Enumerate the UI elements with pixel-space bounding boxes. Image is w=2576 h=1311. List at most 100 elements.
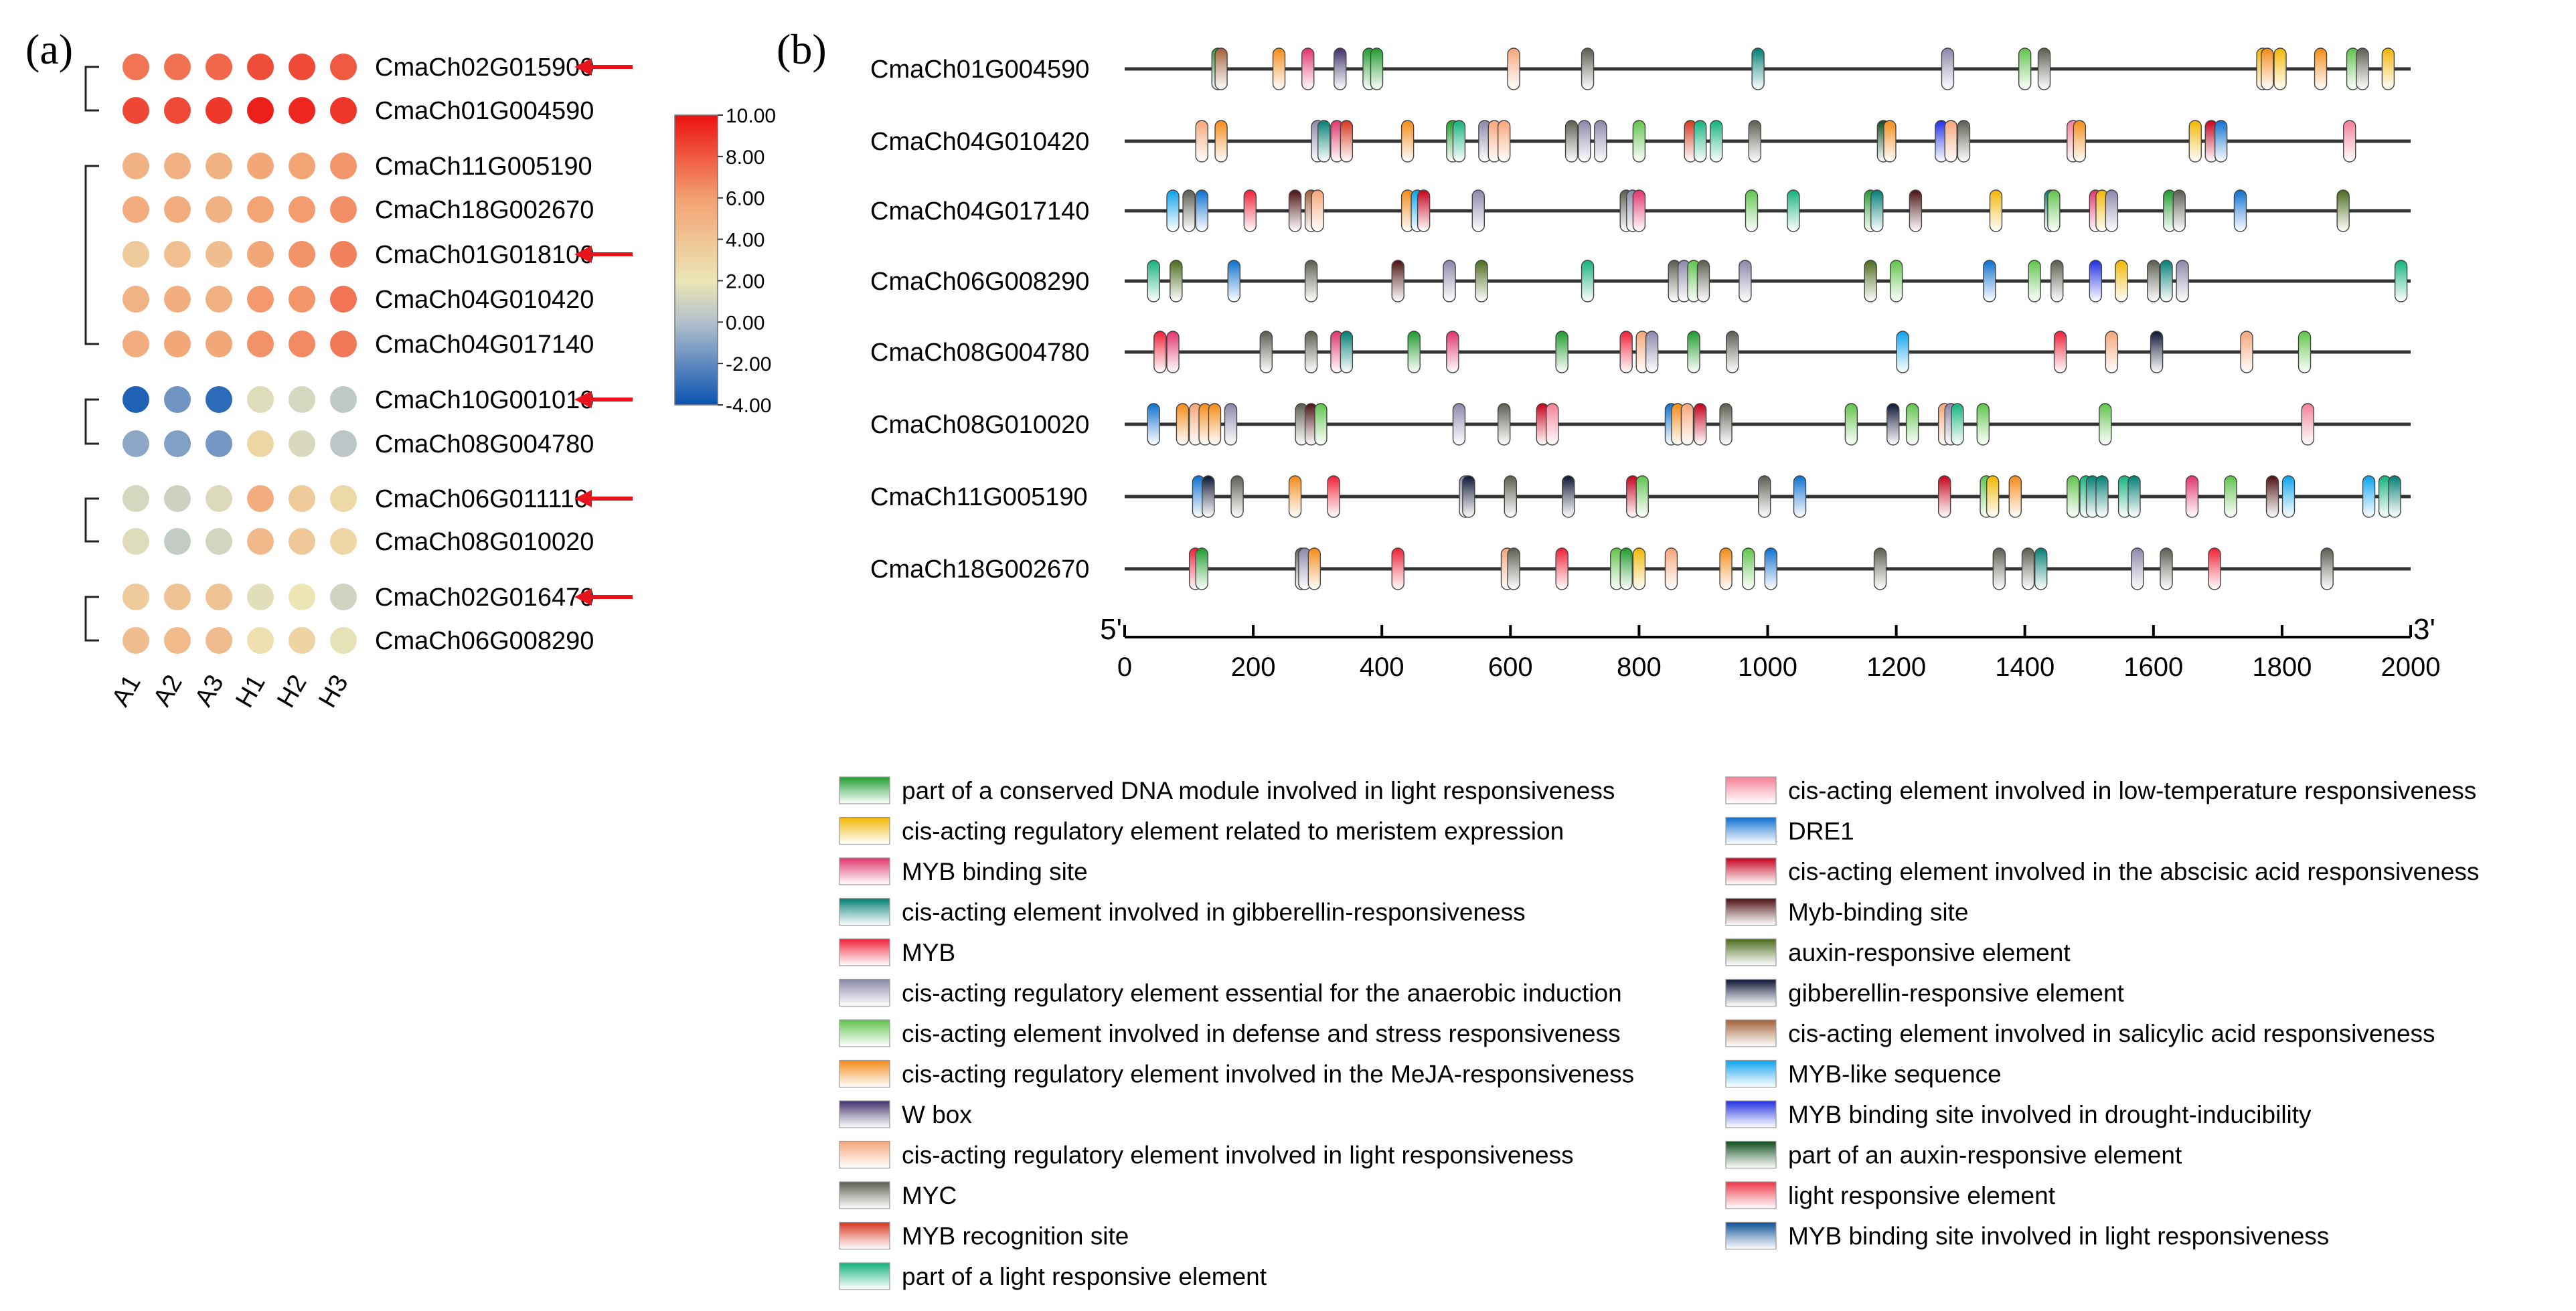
heatmap-cell-CmaCh01G018100-H3 xyxy=(330,241,357,268)
track-label-CmaCh04G010420: CmaCh04G010420 xyxy=(870,128,1089,156)
element-marker-cis-acting-regulatory-element-essential-for-the-anaerobic-induction xyxy=(2105,189,2119,232)
legend-swatch xyxy=(839,897,890,926)
legend-item: light responsive element xyxy=(1725,1181,2056,1209)
legend-item: Myb-binding site xyxy=(1725,897,1968,926)
element-marker-part-of-a-light-responsive-element xyxy=(2394,260,2408,302)
element-marker-cis-acting-regulatory-element-involved-in-light-responsiveness xyxy=(2240,331,2253,373)
gene-label-CmaCh04G010420: CmaCh04G010420 xyxy=(375,286,594,314)
element-marker-dre1 xyxy=(1764,547,1778,590)
red-arrow-head xyxy=(574,58,592,76)
x-tick-label-1200: 1200 xyxy=(1866,652,1926,682)
legend-item: cis-acting regulatory element related to… xyxy=(839,816,1564,845)
heatmap-cell-CmaCh02G015900-A1 xyxy=(123,54,149,80)
heatmap-cell-CmaCh08G004780-H1 xyxy=(247,430,274,457)
legend-label: cis-acting regulatory element involved i… xyxy=(902,1142,1574,1169)
element-marker-myc xyxy=(1304,331,1318,373)
element-marker-cis-acting-element-involved-in-defense-and-stress-responsiveness xyxy=(2067,475,2080,518)
sample-label-A2: A2 xyxy=(148,671,188,711)
legend-label: part of a conserved DNA module involved … xyxy=(902,777,1615,804)
red-arrow-icon xyxy=(574,490,633,507)
heatmap-cell-CmaCh06G008290-H3 xyxy=(330,627,357,654)
element-marker-cis-acting-element-involved-in-gibberellin-responsiveness xyxy=(2388,475,2401,518)
colorbar-tick-label-6: -2.00 xyxy=(726,353,771,375)
red-arrow-head xyxy=(574,490,592,507)
heatmap-cell-CmaCh04G010420-A3 xyxy=(206,286,232,313)
heatmap-cell-CmaCh06G011110-A1 xyxy=(123,485,149,512)
legend-label: MYB-like sequence xyxy=(1788,1061,2002,1088)
element-marker-myb-binding-site xyxy=(1166,331,1180,373)
element-marker-dre1 xyxy=(1983,260,1996,302)
element-marker-cis-acting-regulatory-element-related-to-meristem-expression xyxy=(2188,120,2202,163)
x-tick-label-2000: 2000 xyxy=(2381,652,2441,682)
red-arrow-icon xyxy=(574,588,633,606)
heatmap-cell-CmaCh18G002670-A1 xyxy=(123,196,149,223)
heatmap-cell-CmaCh08G004780-H2 xyxy=(289,430,315,457)
legend-swatch xyxy=(1725,978,1777,1007)
heatmap-cell-CmaCh02G016470-H1 xyxy=(247,584,274,610)
x-tick-label-0: 0 xyxy=(1117,652,1132,682)
heatmap-cell-CmaCh08G010020-A3 xyxy=(206,528,232,555)
legend-swatch xyxy=(839,938,890,966)
element-marker-cis-acting-element-involved-in-the-abscisic-acid-responsiveness xyxy=(1937,475,1951,518)
legend-swatch xyxy=(1725,776,1777,804)
heatmap-cell-CmaCh04G017140-A3 xyxy=(206,331,232,357)
heatmap-cell-CmaCh02G016470-H2 xyxy=(289,584,315,610)
track-CmaCh18G002670: CmaCh18G002670 xyxy=(870,547,2411,590)
legend-label: gibberellin-responsive element xyxy=(1788,980,2125,1007)
element-marker-gibberellin-responsive-element xyxy=(1202,475,1215,518)
legend-label: part of an auxin-responsive element xyxy=(1788,1142,2182,1169)
element-marker-cis-acting-regulatory-element-involved-in-light-responsiveness xyxy=(1195,120,1208,163)
element-marker-part-of-a-conserved-dna-module-involved-in-light-responsiveness xyxy=(1619,547,1633,590)
heatmap-cell-CmaCh06G008290-A2 xyxy=(164,627,191,654)
element-marker-cis-acting-element-involved-in-defense-and-stress-responsiveness xyxy=(1889,260,1903,302)
x-tick-label-200: 200 xyxy=(1231,652,1276,682)
track-label-CmaCh08G004780: CmaCh08G004780 xyxy=(870,339,1089,367)
element-marker-myc xyxy=(2172,189,2186,232)
panel-a-heatmap: (a) CmaCh02G015900 CmaCh01G004590 CmaCh11G0… xyxy=(25,25,776,713)
heatmap-cell-CmaCh06G011110-A3 xyxy=(206,485,232,512)
element-marker-cis-acting-element-involved-in-the-abscisic-acid-responsiveness xyxy=(1693,403,1707,446)
element-marker-part-of-a-conserved-dna-module-involved-in-light-responsiveness xyxy=(1195,547,1208,590)
element-marker-myb-like-sequence xyxy=(2362,475,2376,518)
legend-item: cis-acting element involved in gibberell… xyxy=(839,897,1526,926)
legend-label: cis-acting regulatory element involved i… xyxy=(902,1061,1634,1088)
heatmap-cell-CmaCh04G017140-H3 xyxy=(330,331,357,357)
element-marker-cis-acting-regulatory-element-involved-in-light-responsiveness xyxy=(1507,48,1520,90)
track-CmaCh04G017140: CmaCh04G017140 xyxy=(870,189,2411,232)
legend-item: cis-acting element involved in the absci… xyxy=(1725,857,2479,885)
element-marker-part-of-a-light-responsive-element xyxy=(1452,120,1466,163)
element-marker-cis-acting-regulatory-element-involved-in-the-meja-responsiveness xyxy=(1307,547,1321,590)
element-marker-part-of-a-conserved-dna-module-involved-in-light-responsiveness xyxy=(1687,331,1700,373)
element-marker-cis-acting-element-involved-in-gibberellin-responsiveness xyxy=(2160,260,2173,302)
panel-a-label: (a) xyxy=(25,25,73,73)
element-marker-cis-acting-element-involved-in-low-temperature-responsiveness xyxy=(1546,403,1559,446)
element-marker-cis-acting-regulatory-element-essential-for-the-anaerobic-induction xyxy=(1739,260,1752,302)
heatmap-cell-CmaCh10G001010-H2 xyxy=(289,386,315,413)
element-marker-cis-acting-regulatory-element-involved-in-the-meja-responsiveness xyxy=(1400,120,1415,163)
colorbar xyxy=(674,114,718,406)
element-marker-myb-binding-site xyxy=(1391,260,1404,302)
element-marker-cis-acting-element-involved-in-defense-and-stress-responsiveness xyxy=(2028,260,2041,302)
element-marker-cis-acting-regulatory-element-essential-for-the-anaerobic-induction xyxy=(1578,120,1591,163)
legend-item: cis-acting regulatory element involved i… xyxy=(839,1140,1574,1169)
element-marker-gibberellin-responsive-element xyxy=(1886,403,1900,446)
gene-label-CmaCh11G005190: CmaCh11G005190 xyxy=(375,153,592,181)
sample-label-H2: H2 xyxy=(272,671,313,713)
heatmap-cell-CmaCh04G010420-H1 xyxy=(247,286,274,313)
element-marker-myb-binding-site xyxy=(1446,331,1459,373)
legend-label: cis-acting element involved in salicylic… xyxy=(1788,1020,2435,1047)
heatmap-cell-CmaCh08G004780-A1 xyxy=(123,430,149,457)
panel-b-promoter-map: (b) CmaCh01G004590 CmaCh04G010420 CmaCh04G0… xyxy=(777,25,2479,1290)
sample-label-A3: A3 xyxy=(189,671,230,711)
legend-label: part of a light responsive element xyxy=(902,1263,1267,1290)
heatmap-cell-CmaCh04G017140-A1 xyxy=(123,331,149,357)
element-marker-part-of-a-light-responsive-element xyxy=(1951,403,1964,446)
legend-swatch xyxy=(839,1100,890,1128)
heatmap-cell-CmaCh06G008290-H1 xyxy=(247,627,274,654)
x-tick-label-800: 800 xyxy=(1617,652,1662,682)
heatmap-cell-CmaCh06G008290-H2 xyxy=(289,627,315,654)
heatmap-cell-CmaCh06G008290-A1 xyxy=(123,627,149,654)
legend-label: Myb-binding site xyxy=(1788,899,1968,926)
element-marker-cis-acting-regulatory-element-involved-in-light-responsiveness xyxy=(2105,331,2119,373)
